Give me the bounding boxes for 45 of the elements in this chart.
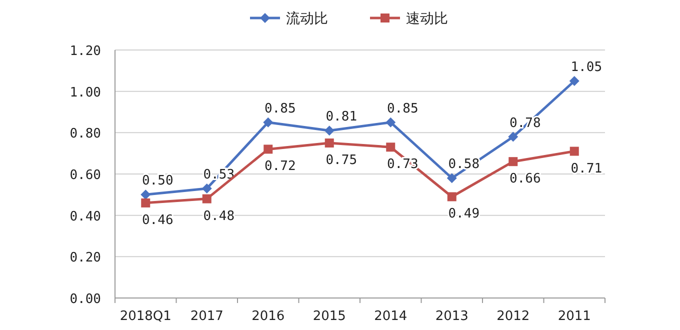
data-label: 0.81 — [326, 110, 358, 125]
data-label: 0.46 — [142, 212, 174, 228]
y-tick-label: 0.80 — [70, 126, 101, 142]
point — [141, 198, 150, 208]
data-label: 0.48 — [203, 208, 235, 224]
x-tick-label: 2017 — [190, 309, 224, 324]
x-tick-label: 2011 — [558, 309, 591, 324]
point — [140, 190, 151, 200]
data-label: 0.72 — [264, 159, 296, 174]
point — [324, 138, 334, 148]
x-tick-label: 2013 — [435, 309, 468, 324]
legend-label: 流动比 — [286, 11, 328, 27]
data-label: 0.49 — [448, 206, 480, 222]
point — [202, 183, 212, 194]
point — [263, 117, 274, 128]
point — [508, 132, 518, 142]
data-label: 0.75 — [326, 153, 358, 168]
x-tick-label: 2012 — [496, 309, 530, 324]
y-tick-label: 0.60 — [70, 168, 101, 183]
point — [202, 194, 212, 204]
y-tick-label: 0.40 — [70, 209, 101, 224]
x-tick-label: 2015 — [312, 309, 346, 324]
data-label: 0.85 — [386, 101, 418, 116]
point — [386, 117, 396, 128]
point — [386, 142, 396, 152]
point — [569, 76, 580, 86]
x-tick-label: 2014 — [374, 309, 408, 324]
y-tick-label: 1.20 — [70, 44, 101, 59]
point — [446, 173, 457, 184]
data-label: 0.85 — [264, 101, 296, 116]
point — [508, 157, 518, 166]
data-label: 0.71 — [570, 161, 602, 176]
data-label: 0.50 — [142, 174, 174, 189]
data-label: 1.05 — [570, 60, 602, 75]
legend-label: 速动比 — [406, 11, 448, 27]
point — [570, 146, 579, 156]
x-tick-label: 2018Q1 — [120, 309, 172, 324]
point — [264, 144, 273, 154]
y-tick-label: 1.00 — [70, 85, 101, 100]
point — [447, 192, 456, 202]
point — [324, 126, 334, 136]
x-tick-label: 2016 — [252, 309, 285, 324]
y-tick-label: 0.20 — [70, 250, 101, 266]
data-label: 0.66 — [509, 172, 541, 187]
y-tick-label: 0.00 — [70, 292, 101, 307]
